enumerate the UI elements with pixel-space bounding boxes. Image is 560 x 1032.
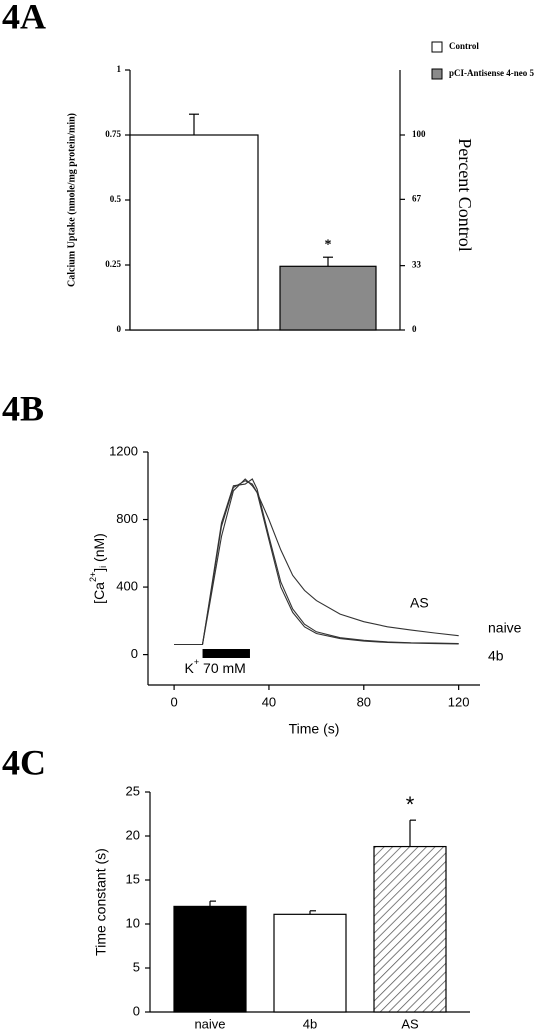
- y-tick-label: 800: [116, 511, 138, 526]
- line: [174, 478, 459, 646]
- y2-tick-label: 0: [412, 324, 417, 334]
- y-axis-label-part: 2+: [88, 572, 98, 582]
- bar: [279, 265, 377, 331]
- legend-label: pCI-Antisense 4-neo 5: [449, 68, 535, 78]
- y-tick-label: 20: [126, 827, 140, 842]
- y-axis-label-part: ]: [91, 568, 107, 572]
- bar: [173, 905, 247, 1013]
- y-tick-label: 0: [131, 646, 138, 661]
- y-tick-label: 15: [126, 871, 140, 886]
- x-tick-label: 0: [170, 694, 177, 709]
- stimulus-text: +: [194, 657, 199, 667]
- significance: *: [406, 792, 415, 817]
- y-tick-label: 400: [116, 579, 138, 594]
- stimulus-text: 70 mM: [199, 660, 246, 676]
- y2-tick-label: 67: [412, 193, 422, 203]
- panel-label: 4A: [2, 0, 46, 36]
- bar: [273, 913, 347, 1013]
- series-label: naive: [488, 620, 522, 636]
- x-tick-label: 4b: [303, 1016, 317, 1031]
- legend-label: Control: [449, 41, 479, 51]
- stimulus-label: K+ 70 mM: [185, 657, 246, 675]
- y-axis-label: Calcium Uptake (nmole/mg protein/min): [66, 113, 77, 287]
- series-label: 4b: [488, 648, 504, 664]
- legend-swatch: [431, 41, 443, 53]
- y-axis-label: Time constant (s): [93, 848, 109, 956]
- y-tick-label: 0.25: [105, 259, 121, 269]
- stimulus-bar: [202, 649, 250, 658]
- y-tick-label: 25: [126, 783, 140, 798]
- panel-label: 4C: [2, 742, 46, 782]
- y2-tick-label: 33: [412, 260, 422, 270]
- y-tick-label: 1200: [109, 443, 138, 458]
- y2-axis-label: Percent Control: [455, 138, 475, 251]
- y-axis-label: [Ca2+]i (nM): [88, 533, 108, 604]
- y-axis-label-part: [Ca: [91, 582, 107, 604]
- y-tick-label: 0.5: [110, 194, 122, 204]
- x-tick-label: naive: [194, 1016, 225, 1031]
- x-tick-label: 120: [448, 694, 470, 709]
- panel-label: 4B: [2, 388, 44, 428]
- y-tick-label: 1: [117, 64, 122, 74]
- series-label: AS: [410, 595, 429, 611]
- y-tick-label: 0: [133, 1003, 140, 1018]
- x-axis-label: Time (s): [289, 721, 340, 737]
- y-tick-label: 0.75: [105, 129, 121, 139]
- x-tick-label: 80: [357, 694, 371, 709]
- x-tick-label: AS: [401, 1016, 419, 1031]
- stimulus-text: K: [185, 660, 195, 676]
- y-tick-label: 10: [126, 915, 140, 930]
- legend-swatch: [431, 68, 443, 80]
- y-axis-label-part: i: [98, 566, 108, 568]
- bar: [373, 845, 447, 1013]
- bar: [129, 134, 259, 331]
- x-tick-label: 40: [262, 694, 276, 709]
- y2-tick-label: 100: [412, 129, 426, 139]
- significance: *: [325, 237, 332, 252]
- y-tick-label: 0: [117, 324, 122, 334]
- y-tick-label: 5: [133, 959, 140, 974]
- y-axis-label-part: (nM): [91, 533, 107, 566]
